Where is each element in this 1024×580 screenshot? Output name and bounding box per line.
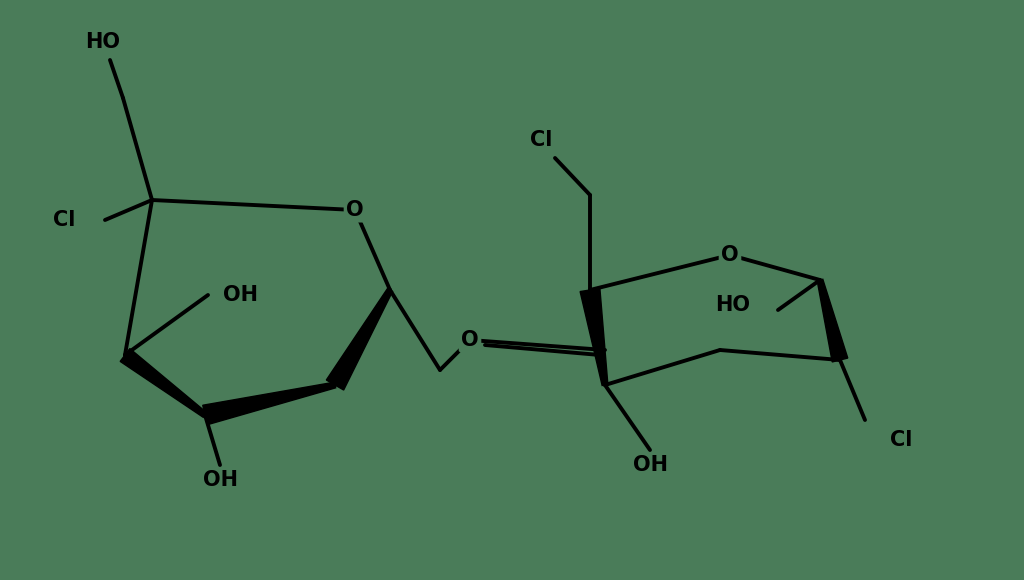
Text: OH: OH — [633, 455, 668, 475]
Polygon shape — [120, 349, 207, 418]
Text: Cl: Cl — [530, 130, 552, 150]
Polygon shape — [581, 288, 608, 386]
Text: HO: HO — [715, 295, 750, 315]
Polygon shape — [817, 280, 848, 362]
Polygon shape — [327, 288, 392, 390]
Polygon shape — [203, 382, 336, 425]
Text: HO: HO — [85, 32, 120, 52]
Text: Cl: Cl — [52, 210, 75, 230]
Text: OH: OH — [203, 470, 238, 490]
Text: Cl: Cl — [890, 430, 912, 450]
Text: O: O — [461, 330, 479, 350]
Text: O: O — [721, 245, 738, 265]
Text: O: O — [346, 200, 364, 220]
Text: OH: OH — [223, 285, 258, 305]
